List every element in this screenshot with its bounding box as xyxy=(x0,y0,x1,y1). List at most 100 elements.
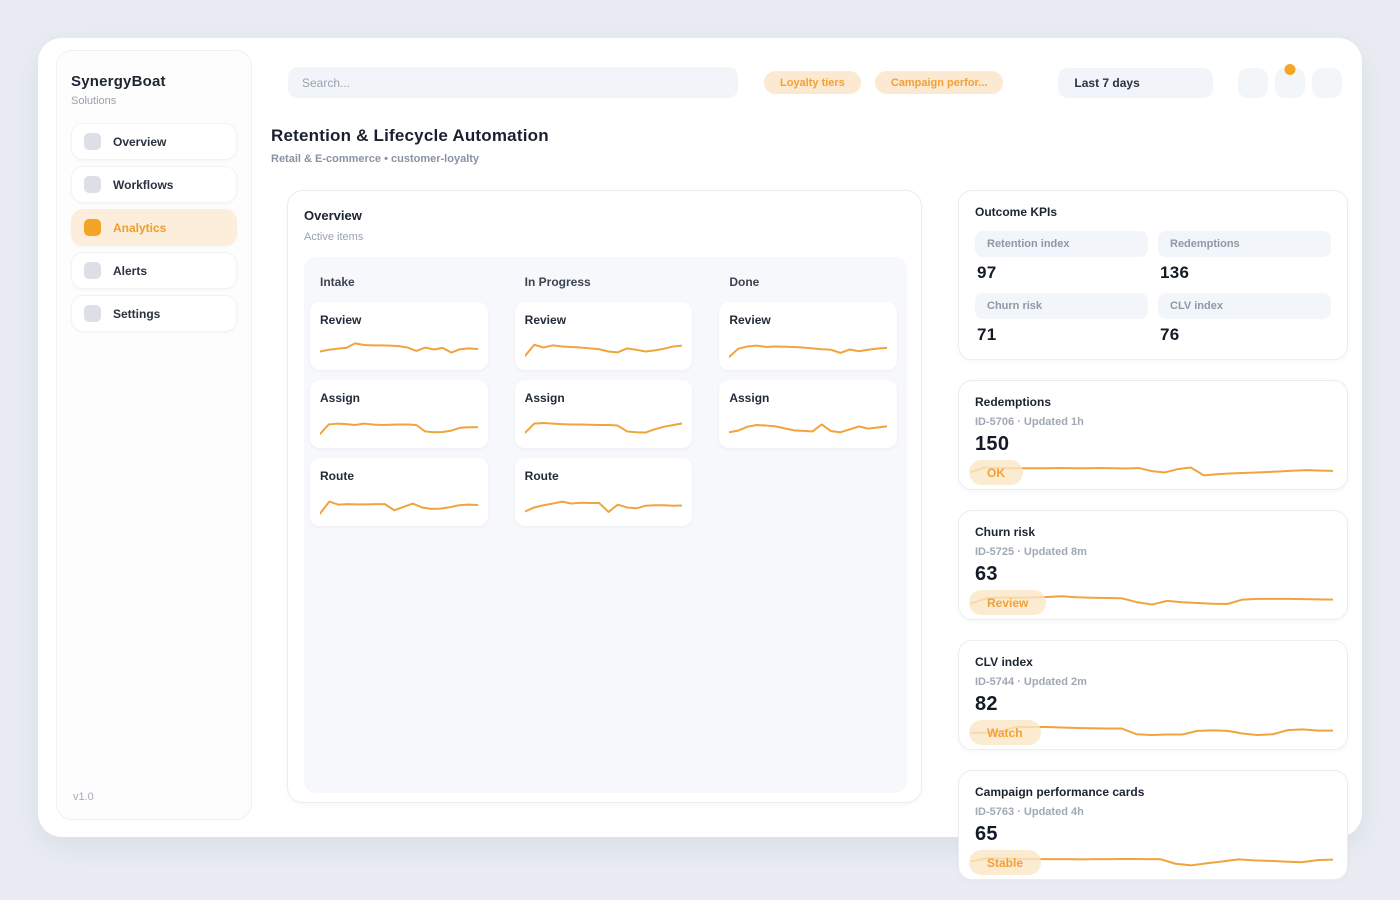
sparkline xyxy=(525,489,683,517)
column-title: Done xyxy=(729,275,760,289)
kanban-card-label: Review xyxy=(320,313,362,327)
kanban-card[interactable]: Route xyxy=(310,458,488,526)
kpi-grid: Retention index 97 Redemptions 136 Churn… xyxy=(975,231,1331,345)
main-area: Loyalty tiers Campaign perfor... Last 7 … xyxy=(270,38,1362,880)
sparkline xyxy=(971,454,1333,480)
metric-title: Campaign performance cards xyxy=(975,785,1145,799)
overview-panel-title: Overview xyxy=(304,208,362,223)
sparkline xyxy=(320,411,478,439)
metric-meta: ID-5744 · Updated 2m xyxy=(975,676,1087,688)
status-badge: Review xyxy=(969,590,1047,615)
sidebar-item-workflows[interactable]: Workflows xyxy=(71,166,237,203)
overview-panel: Overview Active items Intake Review Assi… xyxy=(287,190,922,803)
sidebar-item-label: Workflows xyxy=(113,177,174,192)
sidebar-nav: Overview Workflows Analytics Alerts Sett… xyxy=(71,123,237,332)
kanban-card-label: Route xyxy=(524,469,559,483)
kpi-label: Churn risk xyxy=(975,293,1148,319)
kanban-board: Intake Review Assign Route In xyxy=(304,257,907,793)
kpi-clv-index: CLV index 76 xyxy=(1158,293,1331,345)
kanban-card[interactable]: Review xyxy=(310,302,488,370)
status-badge: Watch xyxy=(969,720,1041,745)
search-input[interactable] xyxy=(288,67,738,98)
notification-dot xyxy=(1284,63,1296,75)
toolbar-button-1[interactable] xyxy=(1238,67,1268,98)
app-window: SynergyBoat Solutions Overview Workflows… xyxy=(38,38,1362,880)
workflows-icon xyxy=(84,176,101,193)
kpi-value: 97 xyxy=(977,263,997,282)
kpi-label: Redemptions xyxy=(1158,231,1331,257)
column-title: Intake xyxy=(320,275,355,289)
date-range-select[interactable]: Last 7 days xyxy=(1058,67,1214,98)
kanban-card[interactable]: Review xyxy=(719,302,898,370)
kpi-value: 71 xyxy=(977,325,997,344)
kanban-card[interactable]: Assign xyxy=(514,380,693,448)
kpi-label: CLV index xyxy=(1158,293,1331,319)
kpi-value: 76 xyxy=(1160,325,1180,344)
sparkline xyxy=(729,333,887,361)
overview-panel-subtitle: Active items xyxy=(304,231,364,243)
alerts-icon xyxy=(84,262,101,279)
kpi-value: 136 xyxy=(1160,263,1190,282)
kanban-card[interactable]: Route xyxy=(514,458,693,526)
sidebar-item-label: Settings xyxy=(113,306,161,321)
page-title: Retention & Lifecycle Automation xyxy=(271,126,549,145)
outcome-kpis-card: Outcome KPIs Retention index 97 Redempti… xyxy=(958,190,1348,360)
metric-title: CLV index xyxy=(975,655,1033,669)
sparkline xyxy=(320,489,478,517)
kpis-title: Outcome KPIs xyxy=(975,205,1058,219)
metric-value: 150 xyxy=(975,433,1010,455)
sparkline xyxy=(525,333,683,361)
kpi-redemptions: Redemptions 136 xyxy=(1158,231,1331,283)
toolbar-button-notifications[interactable] xyxy=(1275,63,1305,98)
toolbar-button-3[interactable] xyxy=(1312,67,1342,98)
sparkline xyxy=(525,411,683,439)
filter-pill-campaign-performance[interactable]: Campaign perfor... xyxy=(874,71,1004,94)
metric-card-churn-risk[interactable]: Churn risk ID-5725 · Updated 8m 63 Revie… xyxy=(958,510,1348,620)
metric-card-clv-index[interactable]: CLV index ID-5744 · Updated 2m 82 Watch xyxy=(958,640,1348,750)
metric-card-campaign-performance[interactable]: Campaign performance cards ID-5763 · Upd… xyxy=(958,770,1348,880)
kanban-card-label: Assign xyxy=(729,391,770,405)
metric-title: Redemptions xyxy=(975,395,1052,409)
kanban-card-label: Assign xyxy=(320,391,361,405)
kanban-card-label: Review xyxy=(729,313,771,327)
kanban-card[interactable]: Assign xyxy=(310,380,488,448)
page-head: Retention & Lifecycle Automation Retail … xyxy=(271,126,549,165)
analytics-icon xyxy=(84,219,101,236)
metric-card-redemptions[interactable]: Redemptions ID-5706 · Updated 1h 150 OK xyxy=(958,380,1348,490)
kanban-column-in-progress: In Progress Review Assign Route xyxy=(514,269,693,781)
metric-value: 65 xyxy=(975,823,998,845)
sidebar-item-label: Analytics xyxy=(113,220,167,235)
kpi-retention-index: Retention index 97 xyxy=(975,231,1148,283)
kanban-card-label: Assign xyxy=(524,391,565,405)
brand-name: SynergyBoat xyxy=(71,73,166,90)
kanban-card-label: Review xyxy=(524,313,567,327)
metric-meta: ID-5725 · Updated 8m xyxy=(975,546,1087,558)
metric-value: 63 xyxy=(975,563,998,585)
kpi-label: Retention index xyxy=(975,231,1148,257)
sparkline xyxy=(729,411,887,439)
filter-pill-loyalty-tiers[interactable]: Loyalty tiers xyxy=(764,71,861,94)
kpi-churn-risk: Churn risk 71 xyxy=(975,293,1148,345)
kanban-column-done: Done Review Assign xyxy=(719,269,898,781)
sparkline xyxy=(320,333,478,361)
topbar: Loyalty tiers Campaign perfor... Last 7 … xyxy=(270,55,1360,110)
column-title: In Progress xyxy=(524,275,591,289)
kanban-card-label: Route xyxy=(320,469,354,483)
topbar-actions xyxy=(1238,63,1342,98)
sidebar-item-settings[interactable]: Settings xyxy=(71,295,237,332)
sidebar-item-label: Alerts xyxy=(113,263,148,278)
status-badge: Stable xyxy=(969,850,1042,875)
metric-meta: ID-5763 · Updated 4h xyxy=(975,806,1084,818)
right-column: Outcome KPIs Retention index 97 Redempti… xyxy=(958,190,1348,900)
sidebar-item-overview[interactable]: Overview xyxy=(71,123,237,160)
metric-value: 82 xyxy=(975,693,998,715)
app-version: v1.0 xyxy=(73,791,94,803)
status-badge: OK xyxy=(969,460,1023,485)
sidebar: SynergyBoat Solutions Overview Workflows… xyxy=(56,50,252,820)
sidebar-item-analytics[interactable]: Analytics xyxy=(71,209,237,246)
brand-tagline: Solutions xyxy=(71,95,117,107)
sidebar-item-alerts[interactable]: Alerts xyxy=(71,252,237,289)
kanban-card[interactable]: Review xyxy=(514,302,693,370)
kanban-card[interactable]: Assign xyxy=(719,380,898,448)
metric-meta: ID-5706 · Updated 1h xyxy=(975,416,1084,428)
